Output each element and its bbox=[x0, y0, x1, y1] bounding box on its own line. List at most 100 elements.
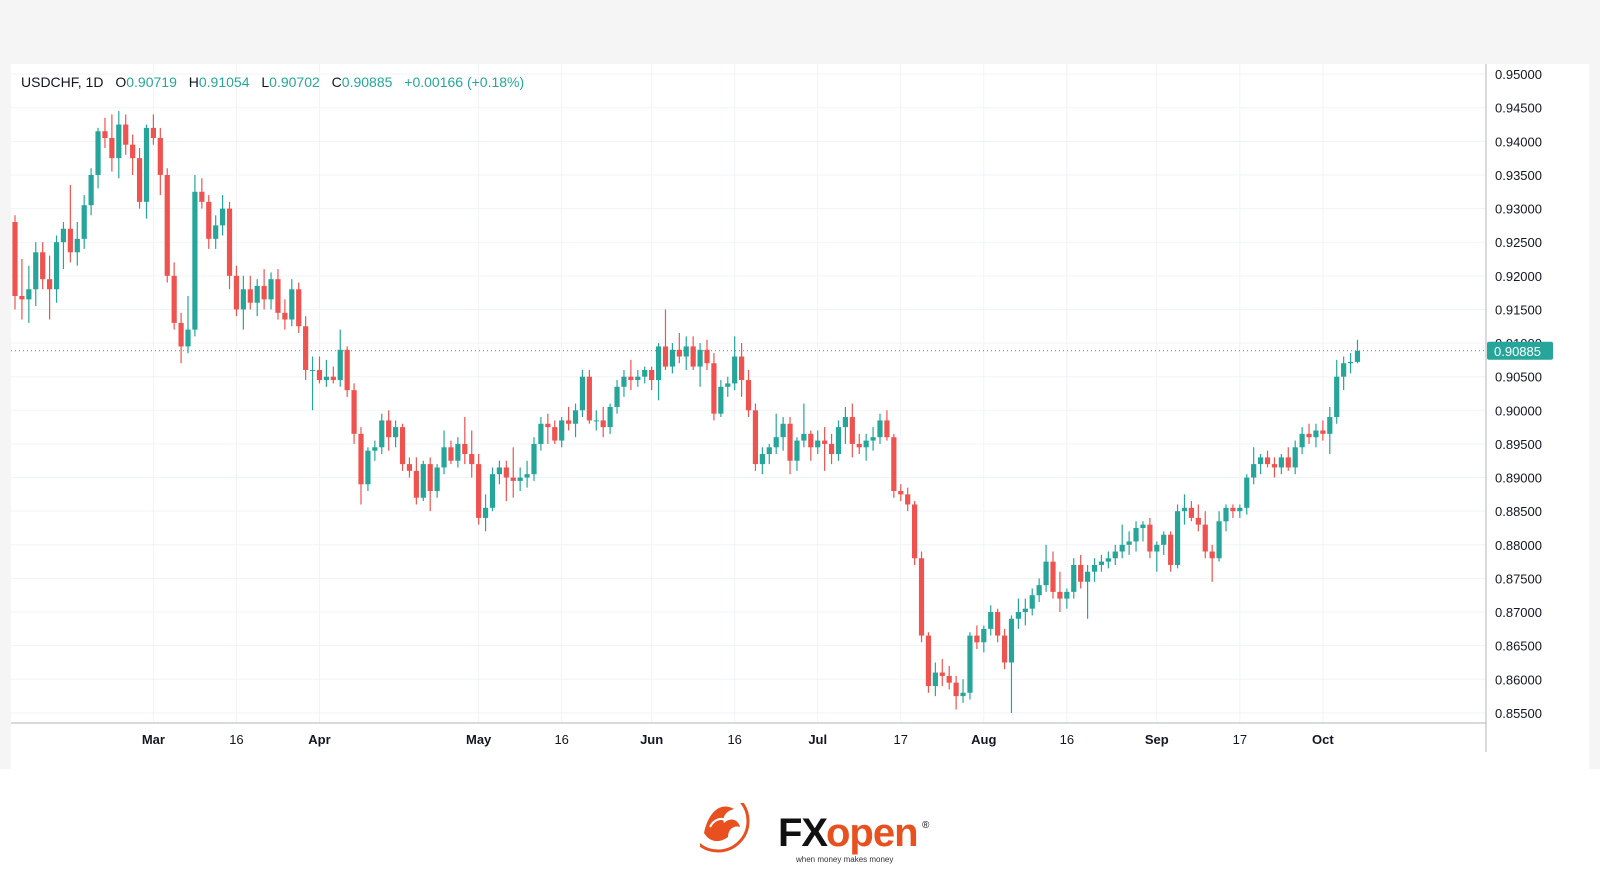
candle bbox=[732, 336, 738, 391]
candle-body bbox=[732, 356, 738, 384]
candle-body bbox=[1029, 595, 1035, 609]
candle-body bbox=[1126, 541, 1132, 545]
candle-body bbox=[1071, 564, 1077, 592]
candle bbox=[1251, 447, 1257, 485]
y-tick-label: 0.87500 bbox=[1495, 571, 1542, 586]
candle bbox=[1174, 504, 1181, 569]
x-tick-label: Aug bbox=[971, 732, 996, 747]
candle-body bbox=[752, 410, 759, 465]
y-tick-label: 0.95000 bbox=[1495, 67, 1542, 82]
candle-body bbox=[386, 420, 392, 438]
candle bbox=[725, 376, 731, 397]
candle bbox=[171, 262, 177, 330]
candle bbox=[579, 369, 586, 418]
candle bbox=[247, 275, 253, 310]
candle bbox=[538, 417, 544, 451]
candle bbox=[517, 467, 523, 492]
candle bbox=[1278, 454, 1284, 475]
candlestick-chart[interactable]: 0.95000 0.94500 0.94000 0.93500 0.93000 0.925… bbox=[11, 64, 1589, 769]
brand-name-fx: FX bbox=[778, 811, 828, 855]
candle bbox=[157, 127, 163, 196]
candle-body bbox=[192, 191, 198, 330]
candle-body bbox=[337, 349, 343, 381]
candle bbox=[828, 433, 835, 465]
candle-body bbox=[676, 349, 682, 357]
candle-body bbox=[74, 238, 80, 253]
candle bbox=[1036, 578, 1042, 602]
candle-body bbox=[510, 477, 516, 481]
candle-body bbox=[1299, 433, 1305, 448]
candle-body bbox=[95, 131, 101, 175]
candle bbox=[1078, 554, 1084, 589]
candle bbox=[130, 134, 136, 175]
candle-body bbox=[745, 380, 752, 411]
candle bbox=[510, 447, 516, 498]
candle bbox=[316, 356, 323, 384]
candle bbox=[891, 433, 897, 498]
candle bbox=[427, 457, 433, 512]
candle-body bbox=[489, 474, 496, 508]
candle-body bbox=[67, 228, 73, 253]
candle bbox=[856, 433, 862, 455]
candle bbox=[434, 464, 440, 498]
candle bbox=[47, 255, 53, 320]
candle bbox=[60, 222, 67, 270]
x-tick-label: May bbox=[466, 732, 492, 747]
candle-body bbox=[476, 464, 482, 518]
candle-body bbox=[213, 225, 219, 239]
candle bbox=[254, 279, 260, 317]
candle bbox=[482, 494, 489, 532]
candle bbox=[351, 383, 357, 444]
candle-body bbox=[586, 376, 592, 421]
y-tick-label: 0.86000 bbox=[1495, 672, 1542, 687]
candle bbox=[870, 427, 876, 451]
candle bbox=[835, 420, 842, 461]
low-label: L bbox=[261, 74, 270, 90]
candle-body bbox=[81, 205, 87, 239]
candle-body bbox=[946, 675, 952, 683]
candle-body bbox=[1064, 591, 1070, 599]
y-tick-label: 0.89000 bbox=[1495, 471, 1542, 486]
candle-body bbox=[739, 356, 745, 381]
candle-body bbox=[1292, 447, 1298, 468]
candle bbox=[1334, 359, 1340, 424]
candle bbox=[1327, 406, 1333, 455]
candle-body bbox=[1306, 433, 1312, 438]
candle bbox=[953, 675, 959, 710]
candle bbox=[462, 417, 468, 465]
footer bbox=[0, 769, 1600, 879]
candle bbox=[815, 430, 821, 455]
candle-body bbox=[157, 137, 163, 175]
candle-body bbox=[88, 174, 94, 206]
candle-body bbox=[572, 410, 579, 424]
candle bbox=[88, 168, 94, 216]
candle bbox=[192, 174, 198, 337]
candle-body bbox=[47, 279, 53, 290]
candle bbox=[628, 359, 634, 391]
candle bbox=[932, 662, 938, 697]
candle bbox=[649, 366, 655, 391]
candle-body bbox=[642, 369, 648, 377]
candle-body bbox=[365, 450, 371, 485]
candle bbox=[109, 114, 115, 172]
x-tick-label: Jul bbox=[808, 732, 827, 747]
candle bbox=[1043, 544, 1049, 592]
candle bbox=[213, 215, 219, 249]
candle bbox=[898, 484, 904, 502]
candle bbox=[842, 406, 848, 444]
symbol-label[interactable]: USDCHF, 1D bbox=[21, 74, 104, 90]
candle-body bbox=[19, 295, 25, 300]
candle bbox=[531, 437, 537, 481]
candle bbox=[220, 195, 226, 236]
candle-body bbox=[496, 467, 502, 475]
open-label: O bbox=[115, 74, 127, 90]
candle-body bbox=[1264, 457, 1271, 465]
candle-body bbox=[974, 635, 980, 643]
candle-body bbox=[967, 635, 973, 693]
candle-body bbox=[462, 443, 468, 455]
candle bbox=[1188, 501, 1194, 522]
candle-body bbox=[1174, 511, 1181, 565]
x-tick-label: 16 bbox=[229, 732, 243, 747]
candle bbox=[1168, 531, 1174, 572]
candle bbox=[40, 242, 46, 290]
